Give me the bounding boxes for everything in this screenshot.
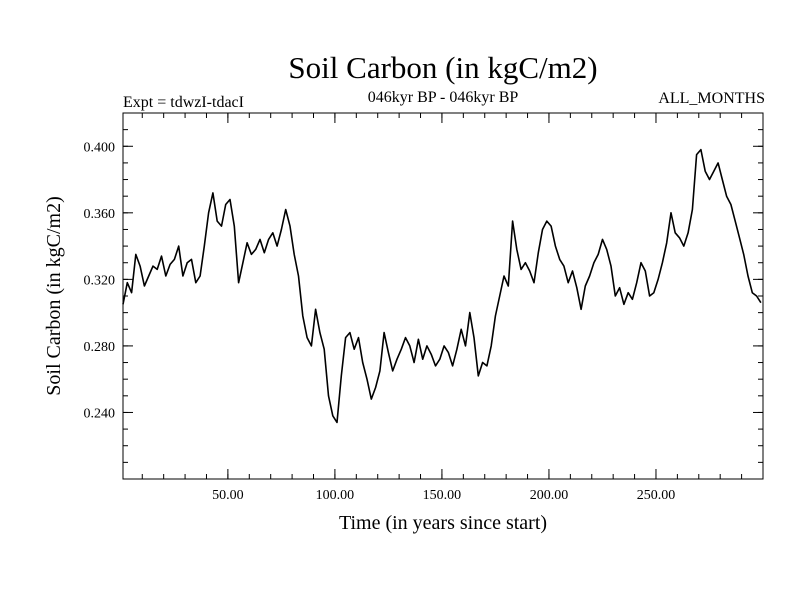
chart-title: Soil Carbon (in kgC/m2): [288, 50, 597, 85]
period-label: 046kyr BP - 046kyr BP: [368, 89, 519, 106]
x-tick-label: 150.00: [423, 488, 462, 503]
months-label: ALL_MONTHS: [658, 90, 765, 107]
y-tick-label: 0.320: [84, 273, 116, 288]
y-axis-title: Soil Carbon (in kgC/m2): [43, 196, 65, 395]
axis-ticks: 50.00 100.00 150.00 200.00 250.00 0.240 0.280 0…: [84, 113, 763, 503]
plot-frame: [122, 112, 764, 480]
y-tick-label: 0.360: [84, 207, 116, 222]
experiment-label: Expt = tdwzI-tdacI: [123, 94, 244, 111]
y-tick-label: 0.280: [84, 340, 116, 355]
y-tick-label: 0.240: [84, 406, 116, 421]
x-tick-label: 100.00: [316, 488, 355, 503]
x-tick-label: 250.00: [637, 488, 676, 503]
series-layer: [122, 148, 762, 424]
soil-carbon-series-line: [122, 148, 762, 424]
y-tick-label: 0.400: [84, 140, 116, 155]
x-tick-label: 200.00: [530, 488, 569, 503]
x-tick-label: 50.00: [212, 488, 244, 503]
x-axis-title: Time (in years since start): [339, 512, 547, 534]
